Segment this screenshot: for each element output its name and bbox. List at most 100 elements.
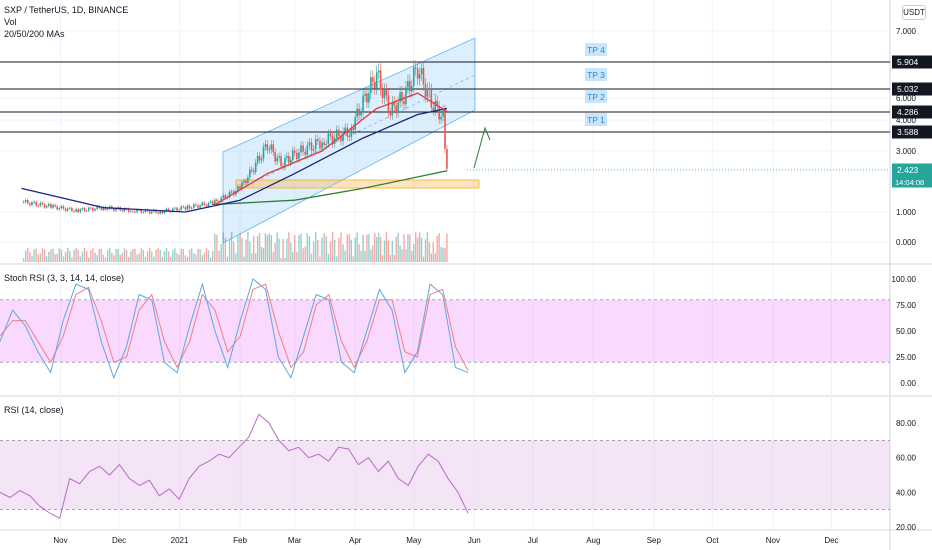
volume-bar (71, 257, 73, 262)
rsi-title[interactable]: RSI (14, close) (4, 405, 64, 415)
volume-bar (197, 248, 199, 262)
price-axis-label: 2.423 (897, 165, 919, 175)
target-label: TP 1 (587, 115, 605, 125)
target-box (585, 113, 607, 126)
candle-body (161, 211, 164, 214)
volume-bar (125, 249, 128, 262)
volume-bar (393, 254, 395, 262)
volume-bar (254, 253, 257, 262)
volume-bar (22, 258, 25, 262)
candle-body (195, 204, 197, 206)
volume-bar (323, 232, 325, 262)
ma200-line (212, 170, 448, 206)
volume-bar (161, 256, 163, 262)
volume-bar (205, 248, 208, 262)
volume-bar (73, 250, 75, 262)
volume-bar (420, 237, 423, 262)
volume-bar (138, 253, 140, 262)
candle-body (188, 205, 191, 209)
rsi-tick-label: 20.00 (896, 523, 917, 532)
volume-bar (201, 255, 203, 262)
volume-bar (98, 248, 100, 262)
volume-bar (50, 249, 52, 262)
candle-body (426, 88, 429, 97)
volume-bar (340, 232, 342, 262)
x-tick-label: 2021 (171, 536, 189, 545)
volume-bar (446, 233, 448, 262)
volume-bar (436, 235, 438, 262)
candle-body (79, 209, 82, 213)
candle-body (377, 70, 380, 73)
volume-bar (422, 256, 425, 262)
candle-body (174, 207, 176, 209)
volume-bar (284, 257, 286, 262)
candle-body (207, 202, 210, 207)
candle-body (180, 206, 183, 210)
y-tick-label: 7.000 (896, 27, 917, 36)
candle-body (239, 186, 241, 189)
volume-label[interactable]: Vol (4, 17, 17, 27)
volume-bar (132, 248, 134, 262)
volume-bar (415, 232, 417, 262)
volume-bar (193, 253, 195, 262)
x-tick-label: Dec (112, 536, 126, 545)
candle-body (360, 112, 362, 116)
candle-body (54, 204, 56, 207)
price-axis-label: 5.032 (897, 84, 919, 94)
candle-body (243, 180, 245, 183)
candle-body (373, 81, 376, 89)
volume-bar (319, 256, 321, 262)
candle-body (129, 211, 132, 213)
volume-bar (268, 233, 271, 262)
candle-body (274, 152, 276, 162)
candle-body (300, 145, 302, 153)
candle-body (272, 144, 275, 153)
candle-body (401, 92, 403, 102)
candle-body (414, 67, 417, 69)
candle-body (167, 208, 170, 211)
candle-body (430, 89, 433, 108)
candle-body (182, 206, 185, 208)
volume-bar (338, 237, 340, 262)
rsi-tick-label: 60.00 (896, 454, 917, 463)
candle-body (424, 84, 427, 97)
candle-body (31, 202, 33, 206)
candle-body (123, 208, 126, 212)
candle-body (66, 208, 69, 211)
currency-badge[interactable]: USDT (902, 5, 926, 20)
candle-body (385, 89, 388, 96)
volume-bar (48, 251, 50, 262)
volume-bar (249, 241, 251, 262)
candle-body (230, 191, 233, 193)
volume-bar (395, 236, 397, 262)
candle-body (148, 211, 151, 214)
candle-body (290, 159, 292, 163)
target-box (585, 43, 607, 56)
volume-bar (397, 232, 399, 262)
countdown-label: 14:04:08 (895, 178, 924, 187)
y-tick-label: 1.000 (896, 208, 917, 217)
stoch-k-line (0, 278, 469, 380)
symbol-title[interactable]: SXP / TetherUS, 1D, BINANCE (4, 5, 129, 15)
volume-bar (306, 232, 309, 262)
volume-bar (253, 235, 255, 262)
volume-bar (296, 252, 298, 262)
candle-body (335, 129, 338, 138)
volume-bar (440, 246, 442, 262)
candle-body (190, 207, 193, 209)
stoch-title[interactable]: Stoch RSI (3, 3, 14, 14, close) (4, 273, 125, 283)
x-tick-label: Nov (53, 536, 67, 545)
candle-body (428, 88, 431, 90)
candle-body (331, 135, 334, 144)
volume-bar (310, 253, 313, 262)
candle-body (85, 210, 88, 212)
volume-bar (109, 248, 111, 262)
volume-bar (230, 232, 233, 262)
x-tick-label: Nov (766, 536, 780, 545)
volume-bar (85, 250, 88, 262)
volume-bar (424, 239, 427, 262)
volume-bar (153, 256, 155, 262)
ma-label[interactable]: 20/50/200 MAs (4, 29, 65, 39)
candle-body (106, 208, 109, 210)
